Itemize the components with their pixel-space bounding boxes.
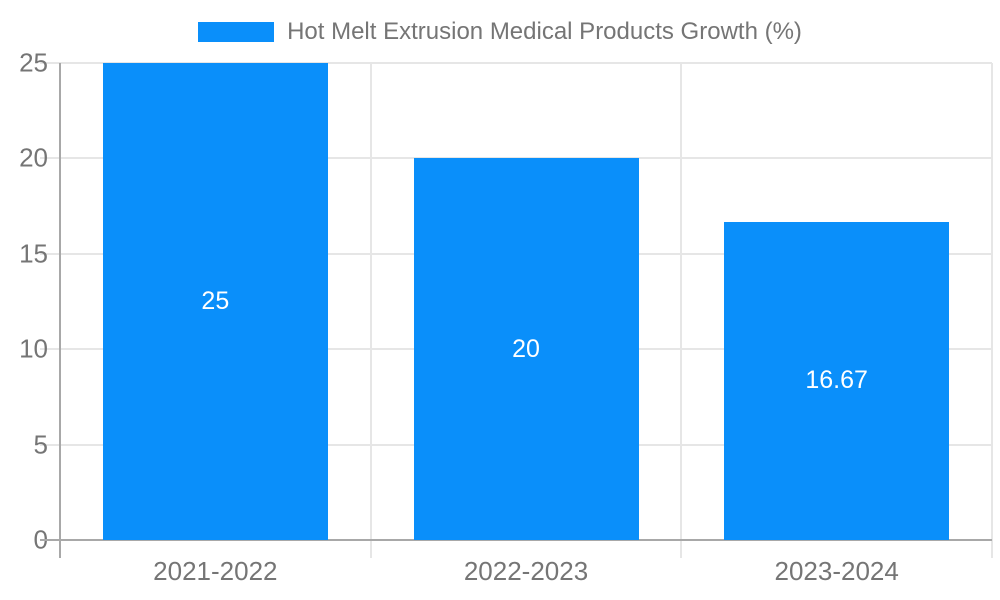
x-gridline [680, 63, 683, 558]
bar-value-label: 20 [512, 334, 540, 363]
bar-2022-2023[interactable]: 20 [413, 158, 639, 540]
x-axis-line [40, 539, 992, 541]
legend-label: Hot Melt Extrusion Medical Products Grow… [287, 18, 802, 45]
y-axis-tick-label: 20 [19, 142, 48, 173]
y-axis-tick-label: 10 [19, 333, 48, 364]
bar-value-label: 25 [201, 287, 230, 315]
bar-2023-2024[interactable]: 16.67 [724, 221, 950, 540]
x-axis-tick-label: 2023-2024 [774, 556, 899, 586]
y-axis-tick-label: 5 [33, 429, 48, 460]
y-axis-line [59, 63, 61, 558]
chart-legend[interactable]: Hot Melt Extrusion Medical Products Grow… [0, 18, 1000, 46]
x-gridline [369, 63, 372, 558]
y-axis-tick-label: 15 [19, 238, 48, 269]
legend-swatch-icon [198, 22, 275, 42]
bar-value-label: 16.67 [805, 366, 868, 395]
bar-2021-2022[interactable]: 25 [102, 63, 328, 540]
x-gridline [991, 63, 993, 558]
y-gridline [40, 62, 992, 64]
x-axis-tick-label: 2021-2022 [153, 556, 278, 586]
x-axis-tick-label: 2022-2023 [463, 556, 589, 586]
y-axis-tick-label: 25 [19, 47, 48, 78]
